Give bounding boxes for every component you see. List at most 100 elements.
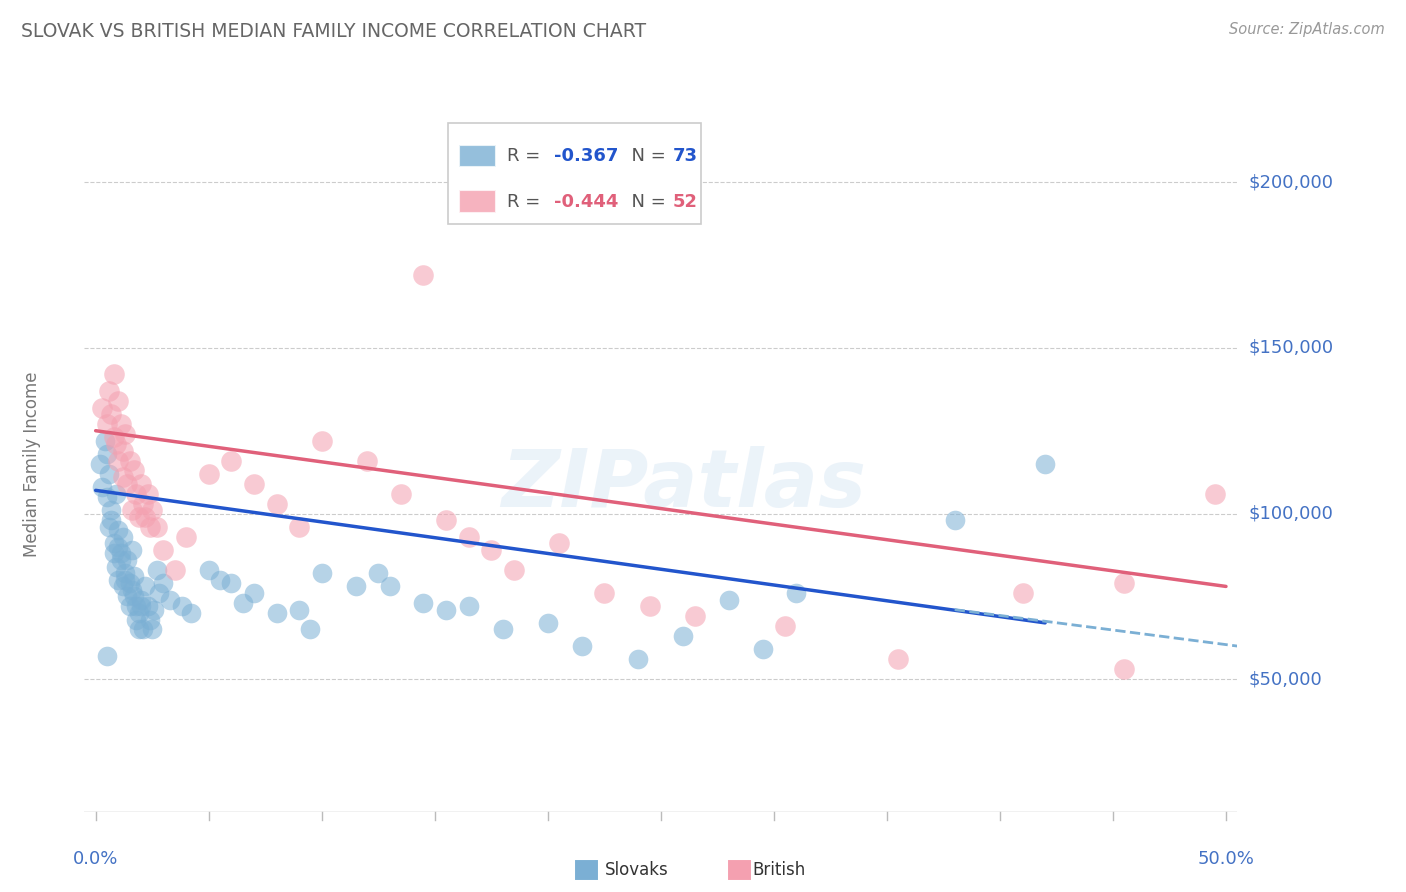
Point bbox=[121, 543, 143, 558]
Point bbox=[93, 434, 115, 448]
Text: $200,000: $200,000 bbox=[1249, 173, 1333, 191]
Point bbox=[96, 417, 118, 431]
Point bbox=[163, 563, 186, 577]
Point bbox=[148, 586, 170, 600]
Point bbox=[91, 401, 114, 415]
Point bbox=[243, 476, 266, 491]
Point bbox=[105, 486, 128, 500]
Point bbox=[91, 480, 114, 494]
Text: N =: N = bbox=[620, 147, 672, 165]
Point bbox=[98, 520, 121, 534]
Point bbox=[114, 566, 136, 581]
Point bbox=[117, 476, 139, 491]
Point bbox=[129, 592, 152, 607]
Point bbox=[132, 623, 155, 637]
Point bbox=[145, 520, 167, 534]
Point bbox=[367, 566, 389, 581]
Text: 73: 73 bbox=[672, 147, 697, 165]
Point bbox=[128, 623, 150, 637]
Point bbox=[125, 613, 148, 627]
Point bbox=[491, 623, 513, 637]
Point bbox=[128, 606, 150, 620]
Point bbox=[117, 553, 139, 567]
Point bbox=[103, 536, 125, 550]
Point bbox=[434, 513, 457, 527]
Point bbox=[638, 599, 661, 614]
Point bbox=[96, 490, 118, 504]
Point bbox=[98, 384, 121, 398]
Point bbox=[141, 503, 163, 517]
Point bbox=[107, 540, 129, 554]
Point bbox=[887, 652, 910, 666]
Point bbox=[288, 520, 311, 534]
Point bbox=[128, 509, 150, 524]
Point bbox=[103, 430, 125, 444]
Point bbox=[107, 523, 129, 537]
Text: $150,000: $150,000 bbox=[1249, 339, 1333, 357]
Point bbox=[105, 437, 128, 451]
Point bbox=[208, 573, 231, 587]
Point bbox=[110, 417, 132, 431]
Point bbox=[1114, 576, 1136, 591]
Point bbox=[159, 592, 181, 607]
Point bbox=[571, 639, 593, 653]
Point bbox=[344, 579, 367, 593]
Point bbox=[717, 592, 740, 607]
Point bbox=[152, 576, 174, 591]
Point bbox=[134, 579, 156, 593]
Point bbox=[134, 509, 156, 524]
Point bbox=[266, 606, 288, 620]
Point bbox=[197, 467, 219, 481]
Point bbox=[96, 648, 118, 663]
Point bbox=[100, 407, 122, 421]
Point bbox=[136, 486, 159, 500]
Point bbox=[132, 497, 155, 511]
Point bbox=[118, 453, 141, 467]
Point bbox=[457, 530, 479, 544]
Point bbox=[111, 530, 134, 544]
Point bbox=[122, 590, 145, 604]
FancyBboxPatch shape bbox=[458, 145, 496, 168]
Point bbox=[89, 457, 111, 471]
Point bbox=[773, 619, 796, 633]
Point bbox=[434, 602, 457, 616]
Point bbox=[121, 503, 143, 517]
Text: Slovaks: Slovaks bbox=[605, 861, 668, 879]
Point bbox=[100, 513, 122, 527]
Point bbox=[103, 546, 125, 560]
Point bbox=[672, 629, 695, 643]
Point bbox=[122, 569, 145, 583]
Point bbox=[1114, 662, 1136, 676]
Text: Median Family Income: Median Family Income bbox=[24, 371, 42, 557]
Point bbox=[145, 563, 167, 577]
Point bbox=[117, 590, 139, 604]
Text: Source: ZipAtlas.com: Source: ZipAtlas.com bbox=[1229, 22, 1385, 37]
Text: $50,000: $50,000 bbox=[1249, 670, 1322, 689]
FancyBboxPatch shape bbox=[447, 123, 702, 224]
Point bbox=[107, 453, 129, 467]
Point bbox=[139, 520, 162, 534]
Point bbox=[129, 599, 152, 614]
Text: SLOVAK VS BRITISH MEDIAN FAMILY INCOME CORRELATION CHART: SLOVAK VS BRITISH MEDIAN FAMILY INCOME C… bbox=[21, 22, 647, 41]
Point bbox=[683, 609, 706, 624]
Point bbox=[412, 268, 434, 282]
Point bbox=[593, 586, 616, 600]
Point bbox=[627, 652, 650, 666]
Text: 52: 52 bbox=[672, 193, 697, 211]
Point bbox=[221, 576, 243, 591]
Text: -0.444: -0.444 bbox=[554, 193, 619, 211]
Point bbox=[174, 530, 197, 544]
Point bbox=[457, 599, 479, 614]
Text: 50.0%: 50.0% bbox=[1198, 850, 1254, 868]
Point bbox=[105, 559, 128, 574]
Point bbox=[1204, 486, 1226, 500]
Point bbox=[125, 486, 148, 500]
Point bbox=[139, 613, 162, 627]
Point bbox=[98, 467, 121, 481]
FancyBboxPatch shape bbox=[458, 191, 496, 212]
Point bbox=[266, 497, 288, 511]
Point bbox=[118, 599, 141, 614]
Point bbox=[243, 586, 266, 600]
Point bbox=[121, 582, 143, 597]
Point bbox=[412, 596, 434, 610]
